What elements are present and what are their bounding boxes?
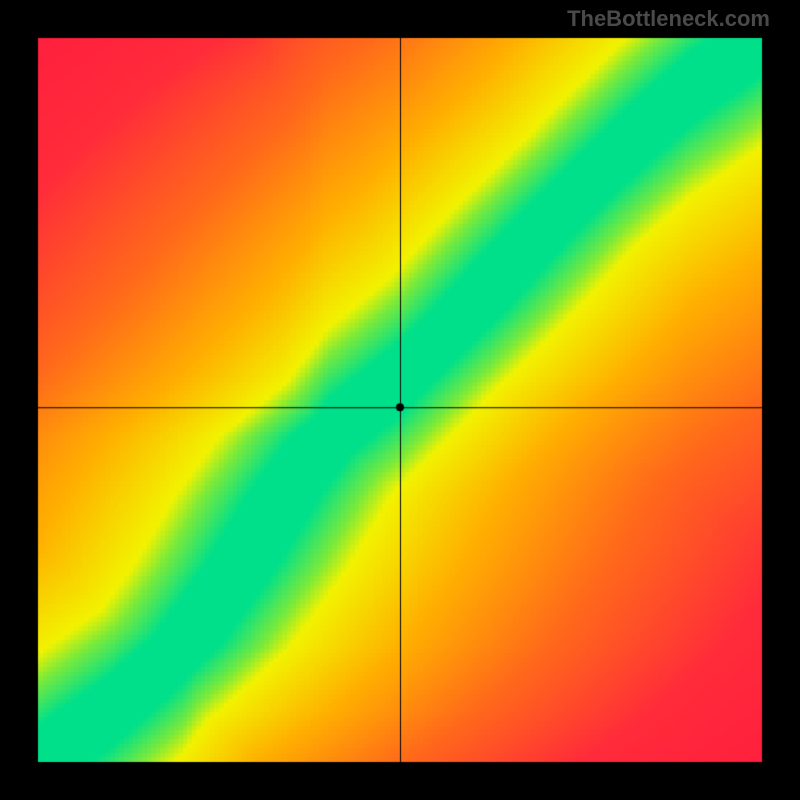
bottleneck-heatmap-canvas	[0, 0, 800, 800]
watermark-text: TheBottleneck.com	[567, 6, 770, 32]
chart-container: TheBottleneck.com	[0, 0, 800, 800]
